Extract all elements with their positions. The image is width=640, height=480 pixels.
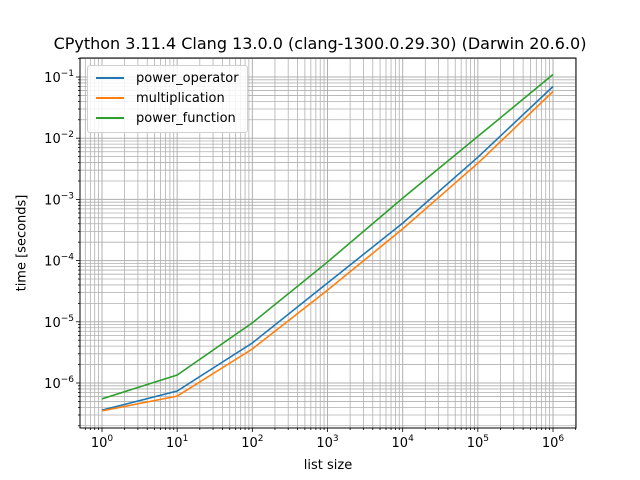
legend-label: multiplication (136, 90, 225, 106)
legend-item-power-operator: power_operator (96, 69, 239, 87)
svg-text:10−3: 10−3 (44, 191, 74, 208)
svg-text:10−2: 10−2 (44, 130, 74, 147)
svg-text:100: 100 (91, 434, 114, 451)
svg-text:10−5: 10−5 (44, 314, 74, 331)
data-lines (101, 73, 554, 412)
svg-text:101: 101 (166, 434, 188, 451)
chart-title: CPython 3.11.4 Clang 13.0.0 (clang-1300.… (53, 34, 587, 53)
legend-label: power_function (136, 110, 236, 126)
svg-text:10−4: 10−4 (44, 253, 74, 270)
legend-swatch-icon (96, 117, 124, 119)
svg-text:103: 103 (316, 434, 338, 451)
series-line-multiplication (101, 90, 554, 412)
legend-item-power-function: power_function (96, 109, 236, 127)
legend-label: power_operator (136, 70, 239, 86)
legend: power_operator multiplication power_func… (87, 65, 248, 133)
y-axis-label: time [seconds] (14, 194, 30, 292)
svg-text:10−1: 10−1 (44, 69, 74, 86)
legend-item-multiplication: multiplication (96, 89, 225, 107)
x-axis-label: list size (303, 458, 353, 473)
svg-text:102: 102 (241, 434, 263, 451)
svg-text:105: 105 (467, 434, 489, 451)
series-line-power_operator (101, 85, 554, 411)
axes-frame (79, 57, 577, 429)
legend-swatch-icon (96, 77, 124, 79)
svg-text:104: 104 (392, 434, 415, 451)
svg-text:10−6: 10−6 (44, 375, 74, 392)
svg-text:106: 106 (542, 434, 565, 451)
legend-swatch-icon (96, 97, 124, 99)
series-line-power_function (101, 73, 554, 400)
